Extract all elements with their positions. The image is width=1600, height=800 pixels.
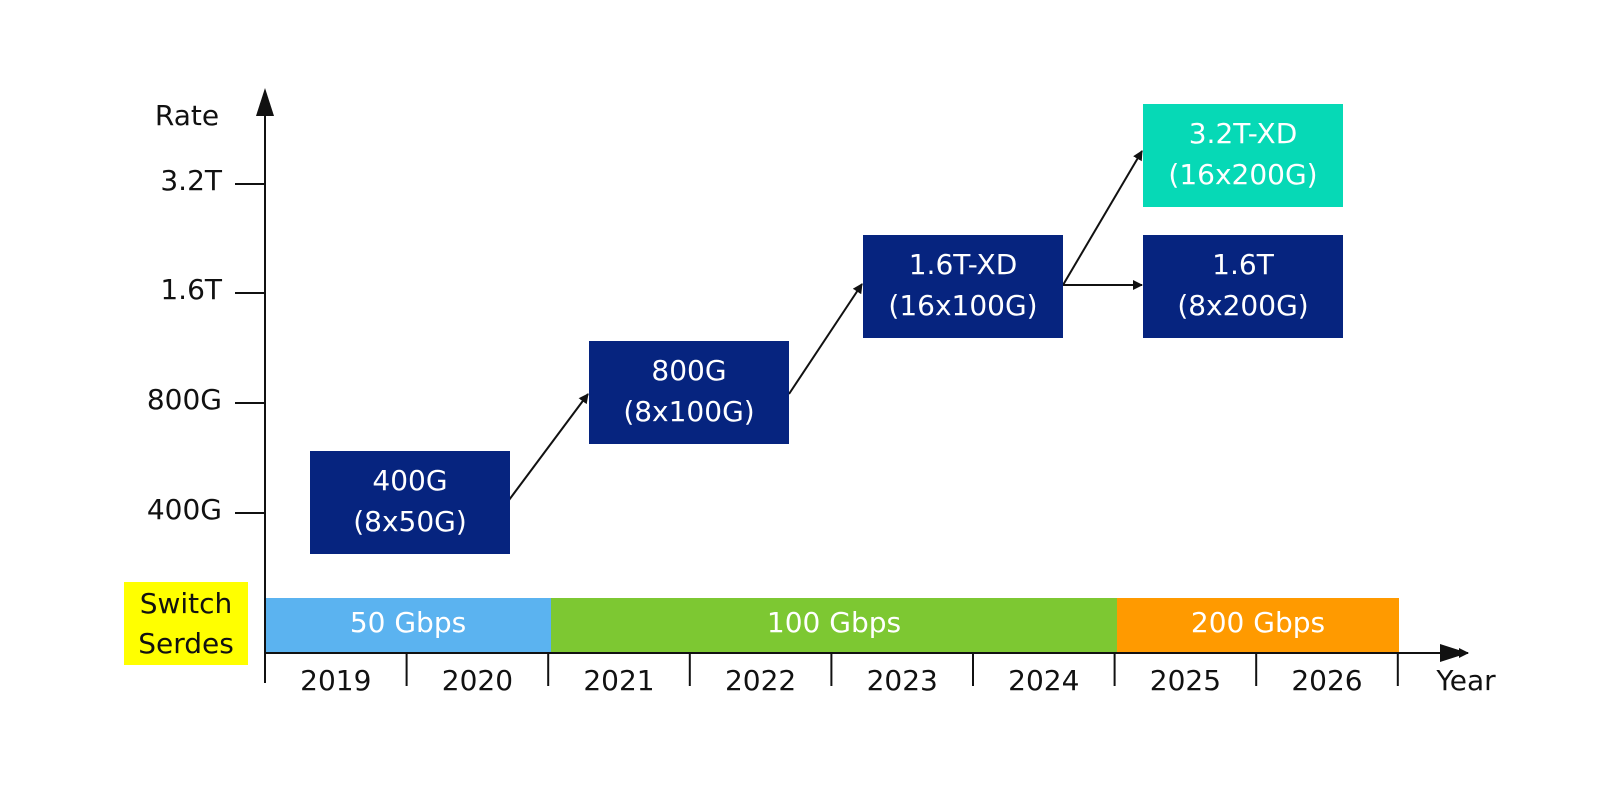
rate-box-label: (16x200G) [1168,158,1317,191]
band-200 [1117,598,1399,653]
x-tick-label: 2022 [725,664,796,697]
rate-box-label: 800G [651,354,726,387]
y-tick-label: 800G [147,383,222,416]
serdes-box [124,582,248,665]
rate-box [1143,104,1343,207]
rate-box-label: (8x200G) [1177,289,1308,322]
rate-box-label: 1.6T-XD [909,248,1018,281]
arrow [1062,150,1143,286]
y-ticks: 3.2T 1.6T 800G 400G [147,164,265,526]
band-50 [266,598,551,653]
rate-box-label: 400G [372,464,447,497]
serdes-label: Serdes [138,627,234,660]
x-tick-label: 2024 [1008,664,1079,697]
band-label: 50 Gbps [350,606,466,639]
band-100 [551,598,1117,653]
arrow [508,393,589,501]
rate-box [589,341,789,444]
rate-box [1143,235,1343,338]
y-tick-label: 400G [147,493,222,526]
rate-box-label: (8x100G) [623,395,754,428]
arrow [788,283,863,395]
rate-box-label: (16x100G) [888,289,1037,322]
rate-box [863,235,1063,338]
x-tick-label: 2021 [583,664,654,697]
x-arrow [1440,644,1468,662]
x-tick-label: 2020 [442,664,513,697]
x-tick-label: 2019 [300,664,371,697]
band-label: 200 Gbps [1191,606,1325,639]
rate-box [310,451,510,554]
band-label: 100 Gbps [767,606,901,639]
x-tick-label: 2026 [1291,664,1362,697]
y-arrow [256,88,274,116]
y-tick-label: 3.2T [160,164,223,197]
x-axis-label: Year [1435,664,1496,697]
serdes-label: Switch [140,587,233,620]
x-ticks: 2019 2020 2021 2022 2023 2024 2025 2026 [300,653,1399,697]
y-axis-label: Rate [155,99,219,132]
y-tick-label: 1.6T [160,273,223,306]
x-tick-label: 2025 [1150,664,1221,697]
rate-box-label: 1.6T [1212,248,1275,281]
rate-box-label: (8x50G) [353,505,467,538]
boxes: 400G (8x50G) 800G (8x100G) 1.6T-XD (16x100G) 1… [310,104,1343,554]
x-tick-label: 2023 [867,664,938,697]
rate-box-label: 3.2T-XD [1189,117,1298,150]
